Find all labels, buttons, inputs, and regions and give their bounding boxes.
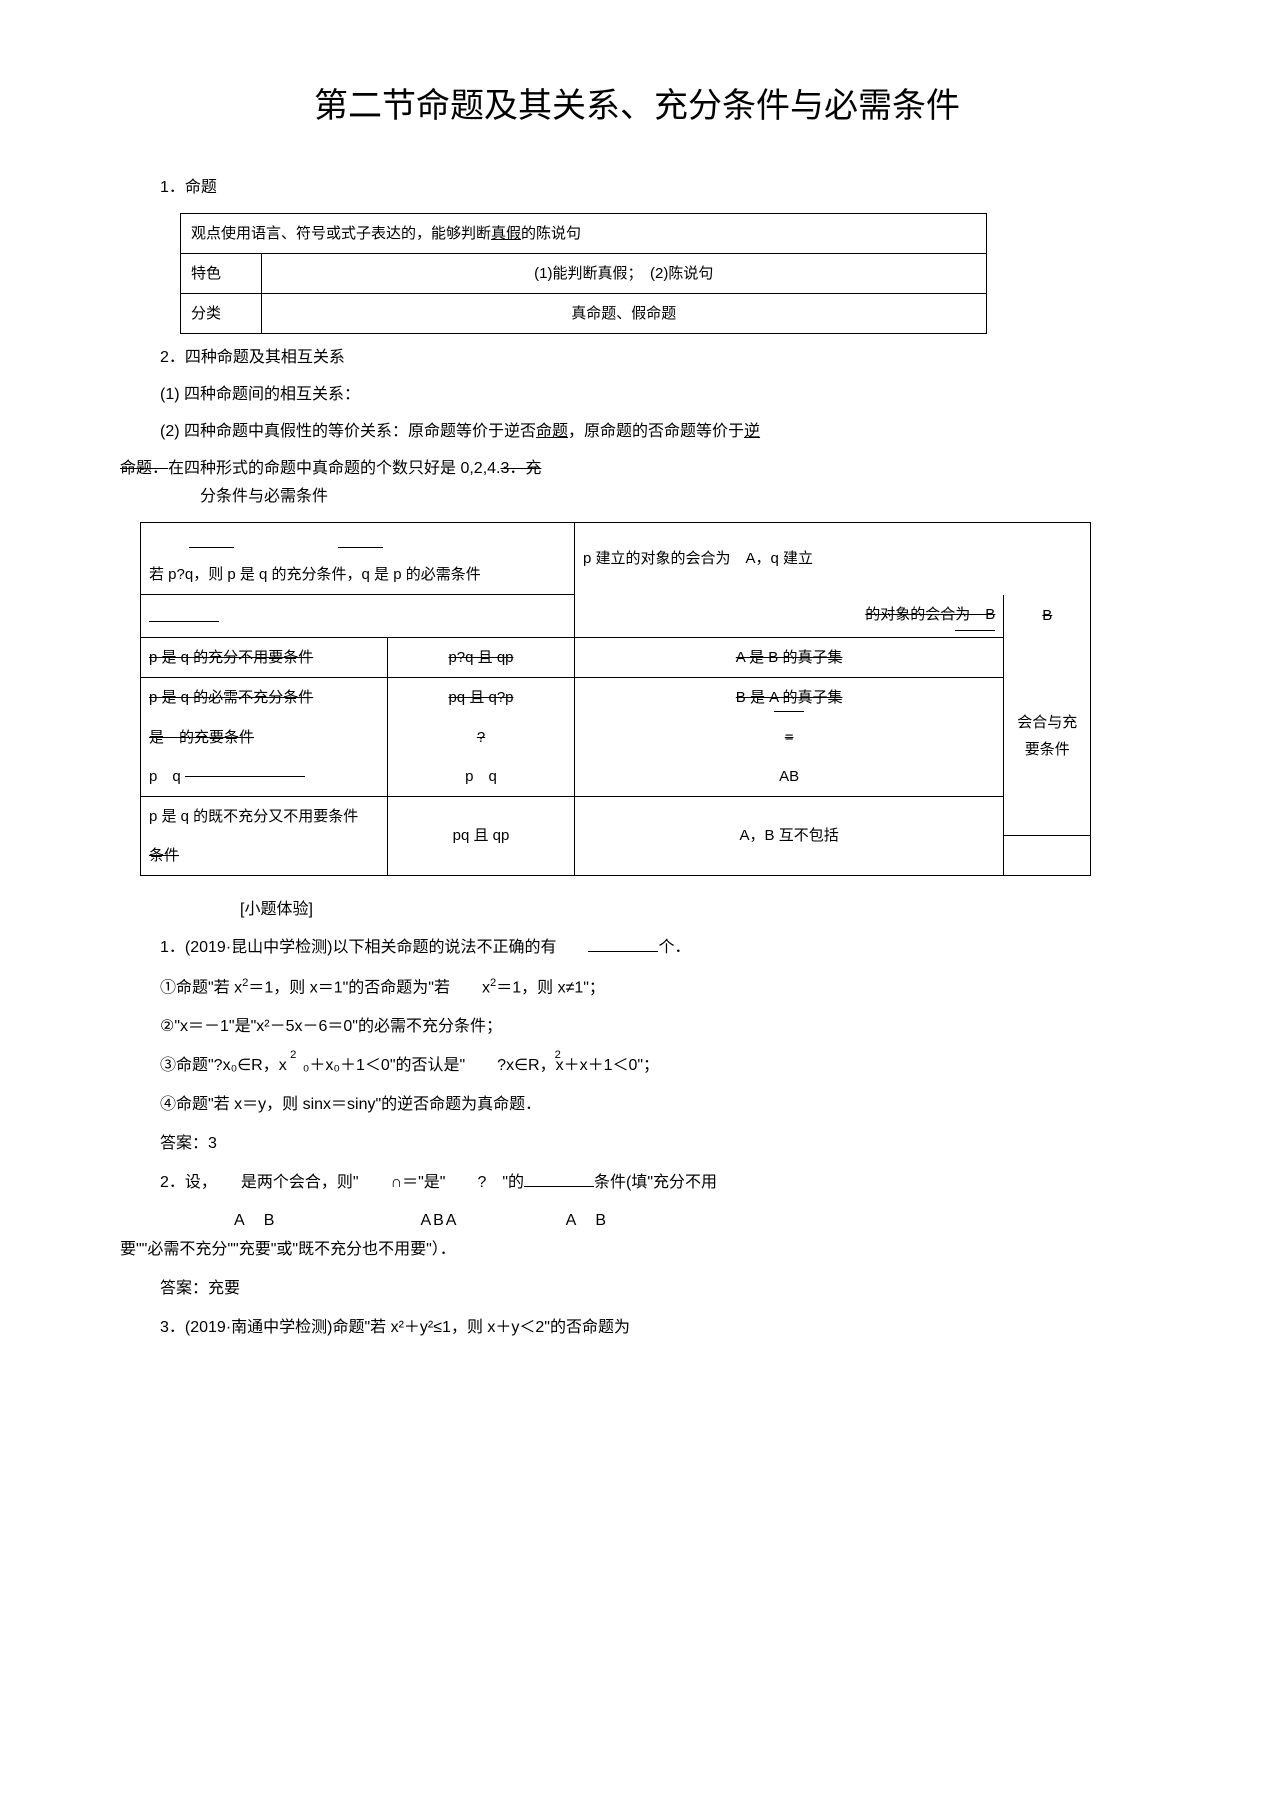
text: (2) 四种命题中真假性的等价关系：原命题等价于逆否 — [160, 423, 536, 440]
cell-label: 特色 — [181, 254, 262, 294]
underline-text: 逆 — [744, 423, 760, 440]
question-2: 2．设， 是两个会合，则" ∩＝"是" ? "的 条件(填"充分不用 — [160, 1169, 1154, 1198]
table-cell: p 是 q 的充分不用要条件 — [141, 637, 388, 677]
text: ①命题"若 x — [160, 980, 242, 997]
text: ，原命题的否命题等价于 — [568, 423, 744, 440]
text: 在四种形式的命题中真命题的个数只好是 0,2,4. — [168, 460, 500, 477]
blank — [524, 1171, 594, 1186]
exercise-heading: [小题体验] — [240, 896, 1154, 925]
text: 条件(填"充分不用 — [594, 1174, 717, 1191]
paragraph: (2) 四种命题中真假性的等价关系：原命题等价于逆否命题，原命题的否命题等价于逆 — [160, 418, 1154, 447]
table-cell: AB — [575, 757, 1004, 797]
text: B 是 A 的真子集 — [736, 689, 843, 706]
text: p 建立的对象的会合为 A，q 建立 — [583, 550, 813, 567]
table-cell: p 是 q 的既不充分又不用要条件 — [141, 796, 388, 836]
section-1-heading: 1．命题 — [160, 174, 1154, 203]
strike-text: = — [785, 729, 794, 746]
underline-text: 命题 — [536, 423, 568, 440]
question-1: 1．(2019·昆山中学检测)以下相关命题的说法不正确的有 个． — [160, 934, 1154, 963]
question-2-tail: 要""必需不充分""充要"或"既不充分也不用要"）． — [120, 1236, 1154, 1265]
table-row: 观点使用语言、符号或式子表达的，能够判断真假的陈说句 — [181, 214, 987, 254]
page-title: 第二节命题及其关系、充分条件与必需条件 — [120, 80, 1154, 134]
table-cell: = — [575, 718, 1004, 757]
table-cell — [141, 595, 575, 638]
table-cell — [1004, 836, 1091, 876]
question-1-item: ①命题"若 x2＝1，则 x＝1"的否命题为"若 x2＝1，则 x≠1"； — [160, 973, 1154, 1003]
cell-label: 分类 — [181, 294, 262, 334]
answer-2: 答案：充要 — [160, 1275, 1154, 1304]
text: 2．设， 是两个会合，则" ∩＝"是" ? "的 — [160, 1174, 524, 1191]
table-cell: p q — [141, 757, 388, 797]
section-2-heading: 2．四种命题及其相互关系 — [160, 344, 1154, 373]
text: ＋x＋1＜0"； — [564, 1057, 659, 1074]
text: p q — [149, 768, 181, 785]
strike-text: 3．充 — [501, 460, 542, 477]
table-cell: 若 p?q，则 p 是 q 的充分条件，q 是 p 的必需条件 — [141, 523, 575, 595]
strike-text: 命题． — [120, 460, 168, 477]
table-cell: B 是 A 的真子集 — [575, 677, 1004, 718]
table-cell: p?q 且 qp — [388, 637, 575, 677]
text: ③命题"?x₀∈R，x — [160, 1057, 287, 1074]
question-3: 3．(2019·南通中学检测)命题"若 x²＋y²≤1，则 x＋y＜2"的否命题… — [160, 1314, 1154, 1343]
table-cell: ? — [388, 718, 575, 757]
table-cell: pq 且 qp — [388, 796, 575, 875]
strike-text: 的对象的会合为 B — [865, 606, 995, 623]
answer-1: 答案：3 — [160, 1130, 1154, 1159]
cell-text: 使用语言、符号或式子表达的，能够判断真假的陈说句 — [221, 225, 581, 242]
table-cell: 条件 — [141, 836, 388, 876]
text: 1．(2019·昆山中学检测)以下相关命题的说法不正确的有 — [160, 939, 588, 956]
table-cell: pq 且 q?p — [388, 677, 575, 718]
blank — [588, 937, 658, 952]
strike-text: 是 的充要条件 — [149, 729, 254, 746]
paragraph: (1) 四种命题间的相互关系： — [160, 381, 1154, 410]
text: ＋x₀＋1＜0"的否认是" ?x∈R，x — [309, 1057, 563, 1074]
conditions-table: 若 p?q，则 p 是 q 的充分条件，q 是 p 的必需条件 p 建立的对象的… — [140, 522, 1091, 876]
question-1-item: ④命题"若 x＝y，则 sinx＝siny"的逆否命题为真命题． — [160, 1091, 1154, 1120]
question-2-symbols: A B ABA A B — [180, 1207, 1154, 1236]
text: 若 p?q，则 p 是 q 的充分条件，q 是 p 的必需条件 — [149, 566, 481, 583]
table-cell: B — [1004, 595, 1091, 638]
table-cell: p 建立的对象的会合为 A，q 建立 — [575, 523, 1091, 595]
question-1-item: ②"x＝－1"是"x²－5x－6＝0"的必需不充分条件； — [160, 1013, 1154, 1042]
text: ＝1，则 x＝1"的否命题为"若 x — [248, 980, 490, 997]
paragraph: 命题．在四种形式的命题中真命题的个数只好是 0,2,4.3．充 — [120, 455, 1154, 484]
table-cell: A 是 B 的真子集 — [575, 637, 1004, 677]
cell-text: 真命题、假命题 — [262, 294, 987, 334]
cell-label: 观点 — [191, 225, 221, 242]
table-cell: p q — [388, 757, 575, 797]
table-cell: 的对象的会合为 B — [575, 595, 1004, 638]
table-cell: A，B 互不包括 — [575, 796, 1004, 875]
text: 个． — [658, 939, 690, 956]
cell-text: (1)能判断真假； (2)陈说句 — [262, 254, 987, 294]
question-1-item: ③命题"?x₀∈R，x2 ₀＋x₀＋1＜0"的否认是" ?x∈R，x2＋x＋1＜… — [160, 1052, 1154, 1081]
table-cell: 是 的充要条件 — [141, 718, 388, 757]
paragraph: 分条件与必需条件 — [200, 483, 1154, 512]
table-cell: 会合与充要条件 — [1004, 637, 1091, 836]
text: ＝1，则 x≠1"； — [496, 980, 605, 997]
table-cell: p 是 q 的必需不充分条件 — [141, 677, 388, 718]
strike-text: ? — [477, 729, 485, 746]
definition-table: 观点使用语言、符号或式子表达的，能够判断真假的陈说句 特色 (1)能判断真假； … — [180, 213, 987, 334]
